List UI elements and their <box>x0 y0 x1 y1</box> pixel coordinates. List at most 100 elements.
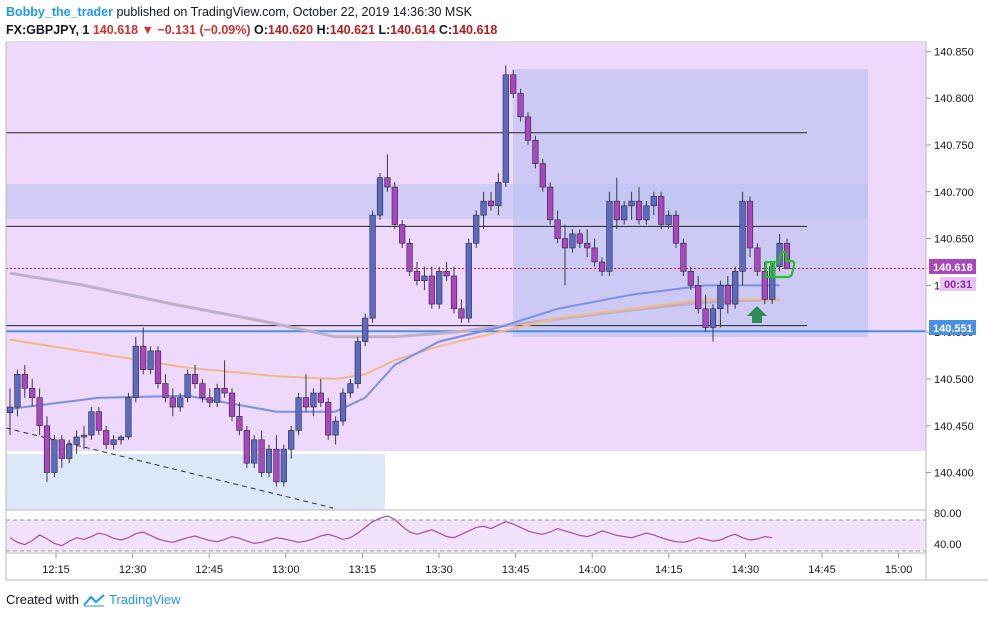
candle-down <box>191 373 199 384</box>
last-price: 140.618 <box>92 23 139 37</box>
candle-down <box>243 430 250 464</box>
candle-down <box>443 271 450 277</box>
price-tick-label: 140.700 <box>934 187 974 199</box>
candle-down <box>561 238 569 249</box>
time-tick-label: 14:00 <box>578 564 606 576</box>
candle-down <box>58 439 65 459</box>
candle-up <box>177 397 184 408</box>
thumbs-up-icon <box>765 250 796 279</box>
candle-up <box>339 392 347 422</box>
candle-up <box>376 177 384 216</box>
ema-orange-line <box>9 298 780 381</box>
candle-up <box>184 373 191 398</box>
low-value: 140.614 <box>390 23 436 37</box>
header-line-2: FX:GBPJPY, 1 140.618 ▼ −0.131 (−0.09%) O… <box>6 21 906 39</box>
candle-down <box>458 308 465 319</box>
candle-down <box>302 397 310 408</box>
candle-down <box>258 439 265 473</box>
candle-down <box>317 392 324 403</box>
candle-up <box>288 430 295 450</box>
candle-up <box>732 271 739 305</box>
candle-up <box>354 341 361 384</box>
candle-down <box>21 373 28 389</box>
time-tick-label: 12:45 <box>195 564 223 576</box>
candle-up <box>473 214 480 244</box>
candle-up <box>643 205 650 221</box>
up-arrow-icon <box>747 306 767 323</box>
candle-down <box>236 416 243 431</box>
candle-up <box>88 411 95 436</box>
candle-down <box>687 271 694 286</box>
close-label: C: <box>438 23 453 37</box>
resistance-band <box>6 184 868 219</box>
candle-down <box>532 139 539 164</box>
candle-down <box>539 163 546 188</box>
candle-up <box>80 434 88 438</box>
close-value: 140.618 <box>452 23 498 37</box>
time-tick-label: 13:15 <box>349 564 377 576</box>
candle-down <box>487 200 495 207</box>
price-change: −0.131 (−0.09%) <box>157 23 251 37</box>
candle-up <box>362 317 369 342</box>
countdown-tag-text: 00:31 <box>944 279 972 291</box>
candle-down <box>428 275 435 305</box>
candle-down <box>29 388 36 398</box>
rsi-tick-80: 80.00 <box>934 508 962 520</box>
candle-down <box>450 275 458 310</box>
candle-down <box>613 200 620 221</box>
candle-down <box>413 271 421 281</box>
candle-up <box>739 200 746 272</box>
candle-down <box>554 219 561 239</box>
price-tick-label: 140.750 <box>934 140 974 152</box>
symbol-label[interactable]: FX:GBPJPY, 1 <box>6 23 90 37</box>
candle-up <box>665 214 672 225</box>
tradingview-brand[interactable]: TradingView <box>108 592 181 607</box>
candle-up <box>628 200 635 207</box>
candle-up <box>132 345 139 398</box>
time-tick-label: 13:30 <box>425 564 453 576</box>
price-axis[interactable] <box>926 42 988 510</box>
candle-down <box>658 196 665 225</box>
candle-down <box>154 350 162 384</box>
time-tick-label: 13:45 <box>502 564 530 576</box>
candle-up <box>495 182 502 207</box>
time-axis-ticks[interactable]: 12:15 12:30 12:45 13:00 13:15 13:30 13:45 14:00… <box>42 553 912 576</box>
candle-down <box>695 285 702 310</box>
time-tick-label: 14:45 <box>808 564 836 576</box>
candle-down <box>169 397 176 408</box>
time-tick-label: 12:30 <box>119 564 147 576</box>
author-link[interactable]: Bobby_the_trader <box>6 5 113 19</box>
candle-down <box>406 242 413 272</box>
candle-down <box>206 397 213 403</box>
candle-up <box>280 448 287 483</box>
candle-down <box>761 271 768 300</box>
candle-up <box>73 436 80 445</box>
open-value: 140.620 <box>267 23 314 37</box>
tradingview-logo-icon <box>83 593 105 606</box>
candle-down <box>43 425 51 473</box>
published-text: published on TradingView.com, October 22… <box>116 5 473 19</box>
time-tick-label: 15:00 <box>885 564 913 576</box>
candle-down <box>36 397 43 427</box>
price-tick-label: 140.450 <box>934 421 974 433</box>
rsi-line <box>9 515 773 547</box>
candle-up <box>502 74 509 183</box>
candle-up <box>606 200 613 272</box>
candle-down <box>576 233 583 244</box>
candle-down <box>702 308 709 328</box>
candle-down <box>524 116 532 141</box>
candle-down <box>517 93 524 118</box>
candle-up <box>769 266 776 300</box>
candle-up <box>66 444 73 459</box>
candle-down <box>221 388 228 394</box>
time-tick-label: 12:15 <box>42 564 70 576</box>
created-with-text: Created with <box>6 592 79 607</box>
candle-up <box>332 420 339 436</box>
candle-up <box>310 392 317 408</box>
candle-down <box>273 448 280 483</box>
candle-down <box>95 411 102 431</box>
countdown-tag <box>940 277 976 291</box>
candle-up <box>214 388 221 403</box>
rsi-tick-40: 40.00 <box>934 539 962 551</box>
